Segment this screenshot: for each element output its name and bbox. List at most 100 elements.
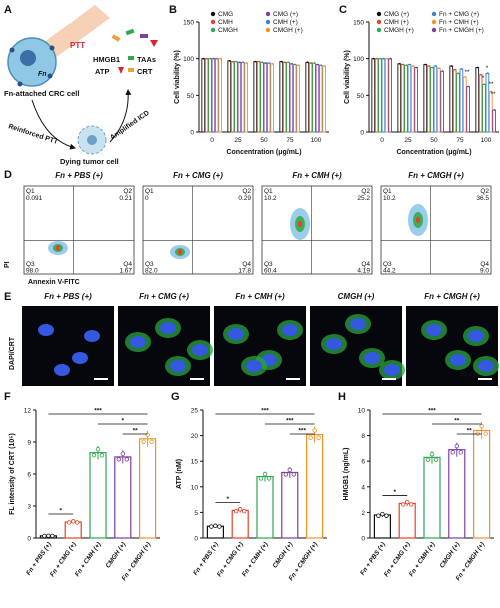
nucleus — [282, 324, 298, 336]
q1-label: Q1 — [264, 188, 273, 195]
scale-bar — [94, 378, 108, 380]
bar — [398, 502, 416, 539]
data-point — [425, 457, 431, 462]
y-tick-label: 2 — [361, 510, 365, 517]
bar — [456, 72, 460, 133]
data-point — [262, 471, 268, 477]
significance-mark: ** — [464, 69, 470, 76]
data-point — [384, 513, 389, 518]
y-tick-label: 0 — [27, 536, 31, 543]
q2-value: 25.2 — [357, 195, 370, 202]
data-point — [228, 59, 231, 62]
data-point — [429, 451, 435, 457]
nucleus — [350, 318, 366, 330]
bar — [263, 62, 268, 133]
x-tick-label: 0 — [380, 137, 384, 144]
x-axis-label: Concentration (μg/mL) — [396, 149, 471, 156]
y-tick-label: 12 — [24, 408, 32, 415]
x-tick-label: 50 — [430, 137, 438, 144]
data-point — [382, 57, 385, 60]
scale-bar — [190, 378, 204, 380]
data-point — [238, 61, 241, 64]
bar — [482, 83, 486, 133]
x-tick-label: CMGH (+) — [105, 541, 128, 569]
legend-marker — [431, 27, 437, 33]
y-tick-label: 100 — [183, 56, 194, 63]
data-point — [233, 508, 239, 514]
nucleus — [54, 364, 70, 376]
data-point — [493, 109, 496, 111]
nucleus — [468, 330, 484, 342]
y-tick-label: 50 — [187, 93, 195, 100]
scale-bar — [286, 378, 300, 380]
q1-value: 0.091 — [26, 195, 43, 202]
q3-value: 60.4 — [264, 268, 277, 275]
data-point — [486, 72, 489, 75]
bar — [440, 70, 444, 133]
data-point — [408, 63, 411, 66]
data-point — [254, 60, 257, 63]
data-point — [237, 507, 243, 512]
data-point — [323, 65, 326, 67]
taas-icon — [128, 56, 134, 60]
bar — [430, 67, 434, 133]
data-point — [258, 476, 264, 481]
y-tick-label: 150 — [183, 20, 194, 27]
fn-label: Fn — [38, 71, 47, 78]
x-tick-label: Fn + PBS (+) — [359, 541, 387, 577]
y-axis-label: HMGB1 (ng/mL) — [343, 448, 350, 501]
data-point — [66, 520, 72, 525]
taas-label: TAAs — [137, 55, 156, 64]
data-point — [434, 65, 437, 67]
data-point — [398, 62, 401, 65]
data-point — [415, 66, 418, 69]
image-ylabel: DAPI/CRT — [9, 336, 16, 370]
data-point — [294, 63, 296, 66]
bar — [407, 64, 412, 133]
x-tick-label: CMGH (+) — [272, 541, 295, 569]
dying-label: Dying tumor cell — [60, 157, 119, 166]
q4-value: 4.19 — [357, 268, 370, 275]
bar — [89, 452, 107, 539]
legend-label: CMG (+) — [384, 11, 409, 18]
data-point — [202, 57, 205, 60]
y-tick-label: 9 — [27, 440, 31, 447]
bar — [266, 62, 271, 133]
significance-mark: * — [482, 75, 485, 82]
data-point — [454, 68, 456, 71]
legend-marker — [376, 11, 382, 17]
significance-mark: * — [122, 418, 125, 425]
legend-marker — [431, 19, 437, 25]
nucleus — [84, 330, 100, 342]
q2-label: Q2 — [480, 188, 489, 195]
data-point — [376, 513, 381, 518]
data-point — [258, 60, 260, 63]
bar — [256, 475, 274, 539]
data-point — [284, 61, 286, 64]
scale-bar — [382, 378, 396, 380]
x-tick-label: 100 — [311, 137, 322, 144]
bar — [459, 68, 464, 133]
image-title: Fn + PBS (+) — [44, 292, 92, 301]
q2-value: 0.29 — [238, 195, 251, 202]
bar — [201, 58, 206, 133]
bar — [139, 438, 157, 539]
damp-shape — [111, 34, 121, 42]
x-tick-label: 100 — [481, 137, 492, 144]
arrow-amplified — [109, 89, 132, 143]
bar — [449, 65, 454, 133]
q4-value: 9.0 — [480, 268, 489, 275]
panel-e-images: E DAPI/CRT Fn + PBS (+) Fn + CMG (+) Fn + … — [4, 291, 499, 386]
image-title: Fn + CMG (+) — [139, 292, 189, 301]
bar — [410, 65, 415, 133]
bar — [308, 62, 313, 133]
nucleus — [326, 338, 342, 350]
data-point — [408, 502, 414, 507]
data-point — [99, 453, 105, 458]
data-point — [312, 428, 317, 433]
data-point — [405, 64, 408, 67]
crt-label: CRT — [137, 67, 153, 76]
data-point — [372, 57, 375, 60]
bar — [448, 449, 466, 539]
nucleus — [130, 336, 146, 348]
